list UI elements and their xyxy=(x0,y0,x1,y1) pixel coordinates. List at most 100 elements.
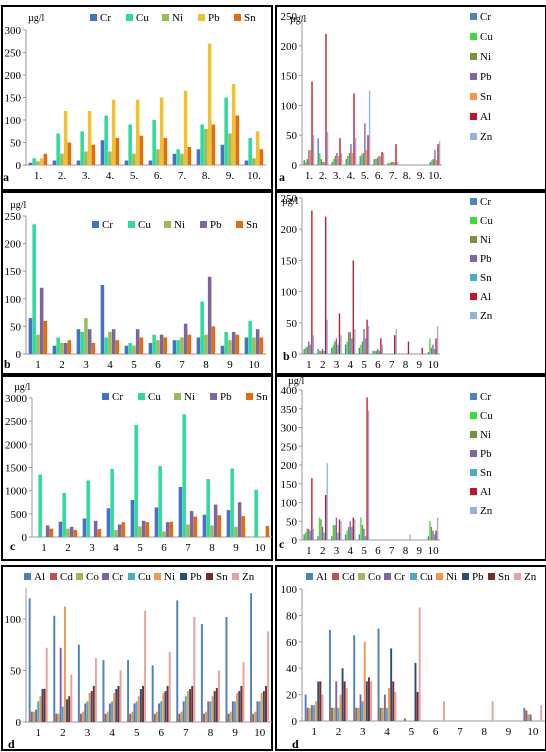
bar-cu xyxy=(104,115,108,165)
bar-pb xyxy=(117,524,122,537)
x-tick-label: 8 xyxy=(203,359,209,371)
y-tick-label: 400 xyxy=(281,385,298,397)
x-tick-label: 7 xyxy=(183,727,189,739)
bar-cr xyxy=(331,162,333,165)
bar-ni xyxy=(334,341,336,354)
bar-al xyxy=(225,616,228,722)
bar-pb xyxy=(41,689,44,722)
bar-ni xyxy=(432,159,435,165)
panel-letter: c xyxy=(279,537,285,551)
bar-cu xyxy=(360,517,362,540)
bar-cu xyxy=(32,158,36,165)
x-tick-label: 3 xyxy=(85,727,91,739)
x-tick-label: 3 xyxy=(360,726,366,738)
bar-al xyxy=(352,260,354,354)
bar-sn xyxy=(343,681,346,721)
y-tick-label: 2500 xyxy=(5,416,28,428)
panel-letter: a xyxy=(279,170,285,184)
bar-pb xyxy=(255,329,260,354)
y-tick-label: 150 xyxy=(281,255,298,267)
x-tick-label: 4 xyxy=(348,545,354,557)
legend-swatch-cu xyxy=(410,573,417,580)
bar-cr xyxy=(35,709,38,722)
bar-cu xyxy=(182,414,186,537)
legend-swatch-zn xyxy=(232,573,239,580)
legend: Al Cd Co Cr Cu Ni Pb Sn Zn xyxy=(306,571,537,583)
bar-pb xyxy=(207,43,212,165)
bar-cu xyxy=(332,525,334,540)
x-tick-label: 2 xyxy=(65,542,71,554)
y-tick-label: 150 xyxy=(281,479,298,491)
legend: Cr Cu Ni Pb Sn Al Zn xyxy=(470,391,493,517)
x-tick-label: 9 xyxy=(233,542,239,554)
bar-ni xyxy=(252,337,256,354)
bar-pb xyxy=(135,99,140,165)
x-tick-label: 1 xyxy=(306,545,312,557)
bar-sn xyxy=(73,530,78,537)
bar-pb xyxy=(349,332,351,354)
bar-pb xyxy=(336,153,338,165)
bar-al xyxy=(366,319,368,354)
bar-cu xyxy=(360,344,362,354)
legend-label-sn: Sn xyxy=(480,91,492,103)
legend-swatch-ni xyxy=(174,393,181,400)
bar-ni xyxy=(88,693,91,722)
bar-co xyxy=(527,714,530,721)
y-tick-label: 250 xyxy=(281,193,298,205)
bar-pb xyxy=(341,668,344,721)
bar-cr xyxy=(303,349,305,354)
bar-ni xyxy=(210,525,214,537)
panel-letter: b xyxy=(4,357,11,371)
y-tick-label: 200 xyxy=(5,239,22,251)
panel-letter: c xyxy=(10,539,16,553)
bar-ni xyxy=(211,696,214,722)
x-tick-label: 9 xyxy=(506,726,512,738)
bar-ni xyxy=(334,156,337,165)
y-axis-label: µg/l xyxy=(10,200,27,211)
bar-cu xyxy=(158,466,162,537)
bar-pb xyxy=(213,504,218,537)
bar-cr xyxy=(100,140,105,165)
bar-cr xyxy=(317,349,319,354)
bar-sn xyxy=(67,340,72,354)
x-tick-label: 5 xyxy=(361,545,367,557)
bar-zn xyxy=(354,519,356,540)
bar-pb xyxy=(308,341,310,354)
bar-cu xyxy=(305,532,307,540)
bar-ni xyxy=(132,153,136,165)
chart-cL: 0 500 1000 1500 2000 2500 3000 1 2 3 4 5 6 7 8 9 10 µg/l c… xyxy=(1,375,273,561)
bar-cr xyxy=(427,352,430,354)
bar-pb xyxy=(183,323,188,354)
bar-sn xyxy=(240,685,243,722)
chart-aL: 0 50 100 150 200 250 300 1. 2. 3. 4. 5. 6. 7. 8. 9. 10. µ… xyxy=(1,5,273,191)
y-tick-label: 100 xyxy=(5,294,22,306)
bar-zn xyxy=(312,135,315,165)
bar-zn xyxy=(381,344,384,354)
bar-sn xyxy=(217,515,222,537)
bar-ni xyxy=(162,693,165,722)
bar-sn xyxy=(91,144,96,165)
bar-cu xyxy=(184,696,187,722)
bar-cr xyxy=(76,160,81,165)
y-tick-label: 300 xyxy=(5,25,22,37)
bar-al xyxy=(176,600,179,722)
bar-pb xyxy=(363,528,365,540)
bar-pb xyxy=(349,521,351,540)
bar-ni xyxy=(204,334,208,354)
legend-label-al: Al xyxy=(480,486,491,498)
bar-zn xyxy=(340,521,342,540)
y-tick-label: 200 xyxy=(281,224,298,236)
bar-ni xyxy=(84,151,88,165)
x-tick-label: 1 xyxy=(36,727,42,739)
y-tick-label: 2000 xyxy=(5,439,28,451)
bar-pb xyxy=(93,520,98,537)
panel-letter: d xyxy=(8,737,15,751)
bar-ni xyxy=(162,531,166,537)
bar-zn xyxy=(168,651,171,722)
bar-pb xyxy=(231,331,236,354)
bar-sn xyxy=(49,528,54,537)
x-tick-label: 9. xyxy=(417,170,426,182)
bar-cd xyxy=(178,713,181,722)
bar-zn xyxy=(312,335,315,354)
legend-label-sn: Sn xyxy=(244,12,256,24)
